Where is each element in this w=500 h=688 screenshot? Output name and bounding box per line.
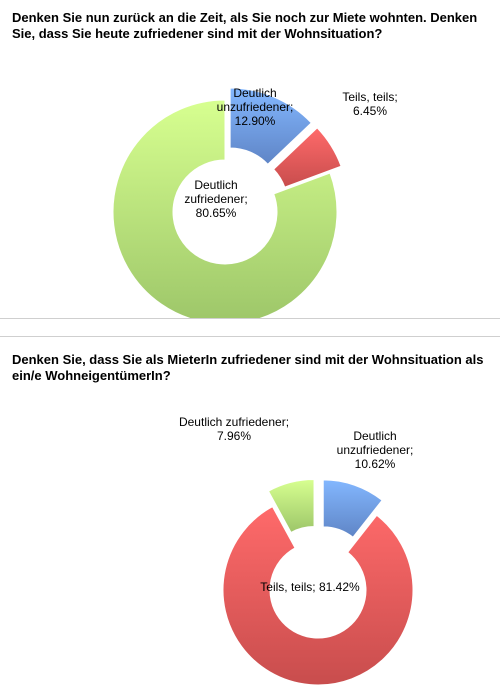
pie-slice bbox=[273, 127, 342, 188]
chart-panel-2: Denken Sie, dass Sie als MieterIn zufrie… bbox=[0, 336, 500, 688]
data-label: Teils, teils; 81.42% bbox=[260, 580, 360, 594]
doughnut-chart-2: Deutlich unzufriedener; 10.62% Teils, teils… bbox=[179, 415, 414, 686]
data-label: Teils, teils; 6.45% bbox=[342, 90, 397, 118]
chart-panel-1: Denken Sie nun zurück an die Zeit, als S… bbox=[0, 0, 500, 318]
chart-title-1: Denken Sie nun zurück an die Zeit, als S… bbox=[12, 10, 478, 41]
divider-line bbox=[0, 318, 500, 319]
data-label: Deutlich unzufriedener; 12.90% bbox=[217, 86, 294, 128]
pie-slice bbox=[229, 87, 312, 165]
pie-slice bbox=[322, 479, 383, 538]
divider-line bbox=[0, 336, 500, 337]
data-label: Deutlich unzufriedener; 10.62% bbox=[337, 429, 414, 471]
pie-slice bbox=[222, 505, 414, 686]
chart-title-2: Denken Sie, dass Sie als MieterIn zufrie… bbox=[12, 352, 484, 383]
pie-slice bbox=[112, 99, 338, 318]
doughnut-chart-1: Deutlich unzufriedener; 12.90% Teils, teils… bbox=[112, 86, 398, 318]
data-label: Deutlich zufriedener; 7.96% bbox=[179, 415, 289, 443]
data-label: Deutlich zufriedener; 80.65% bbox=[184, 178, 247, 220]
pie-slice bbox=[267, 478, 315, 534]
